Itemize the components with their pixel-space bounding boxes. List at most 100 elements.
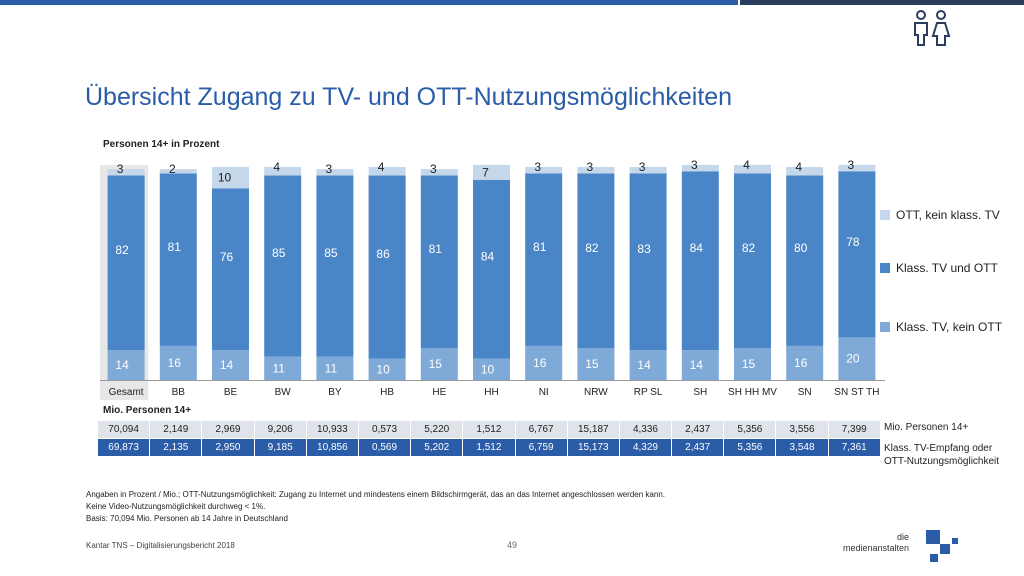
x-tick-label-5: HB	[380, 387, 394, 398]
table-cell-access-2: 2,950	[201, 438, 255, 457]
legend-swatch-tv-only	[880, 322, 890, 332]
data-label-tv-ott-11: 84	[690, 241, 704, 255]
x-tick-label-8: NI	[539, 387, 549, 398]
bar-ott-5	[368, 167, 406, 176]
data-label-tv-ott-8: 81	[533, 240, 547, 254]
table-cell-access-4: 10,856	[305, 438, 359, 457]
medienanstalten-logo	[926, 530, 966, 564]
table-cell-persons-6: 5,220	[410, 420, 464, 439]
data-label-tv-ott-1: 81	[168, 240, 182, 254]
data-label-tv-only-8: 16	[533, 356, 547, 370]
table-cell-persons-14: 7,399	[827, 420, 881, 439]
bar-ott-8	[525, 167, 563, 174]
data-label-ott-12: 4	[743, 158, 750, 172]
table-cell-access-7: 1,512	[462, 438, 516, 457]
bar-ott-2	[212, 167, 249, 189]
data-label-tv-only-14: 20	[846, 352, 860, 366]
table-row-label-access-line2: OTT-Nutzungsmöglichkeit	[884, 456, 1000, 467]
table-row-persons: 70,094 2,149 2,969 9,206 10,933 0,573 5,220 1,5…	[96, 420, 881, 439]
page-number: 49	[507, 540, 518, 550]
table-cell-access-9: 15,173	[566, 438, 620, 457]
x-tick-label-4: BY	[328, 387, 342, 398]
data-label-ott-4: 3	[326, 162, 333, 176]
footnote-3: Basis: 70,094 Mio. Personen ab 14 Jahre …	[86, 514, 288, 523]
page-title: Übersicht Zugang zu TV- und OTT-Nutzungs…	[85, 83, 733, 111]
table-cell-access-0: 69,873	[96, 438, 151, 457]
bar-tv-only-5	[368, 358, 406, 380]
legend-swatch-tv-ott	[880, 263, 890, 273]
x-tick-label-0: Gesamt	[109, 387, 144, 398]
data-label-tv-only-10: 14	[637, 358, 651, 372]
footer-source: Kantar TNS – Digitalisierungsbericht 201…	[86, 541, 235, 550]
bar-tv-only-14	[838, 337, 876, 380]
data-label-tv-ott-10: 83	[637, 242, 651, 256]
data-label-ott-11: 3	[691, 158, 698, 172]
bar-ott-0	[107, 169, 145, 176]
x-tick-label-6: HE	[432, 387, 446, 398]
stacked-bar-chart: 14 82 3 Gesamt 16 81 2 BB 14 76 10 BE 11 85 4 BW 11 85 3 BY…	[100, 158, 885, 400]
x-tick-label-10: RP SL	[634, 387, 663, 398]
brand-line-1: die	[897, 532, 910, 542]
bar-ott-12	[734, 164, 771, 174]
data-label-ott-3: 4	[273, 160, 280, 174]
table-cell-persons-2: 2,969	[201, 420, 255, 439]
chart-subtitle: Personen 14+ in Prozent	[103, 139, 220, 150]
x-tick-label-13: SN	[798, 387, 812, 398]
x-tick-label-3: BW	[275, 387, 292, 398]
bar-tv-ott-3	[264, 175, 302, 357]
bar-tv-only-11	[681, 350, 719, 380]
data-label-tv-only-1: 16	[168, 356, 182, 370]
table-cell-persons-11: 2,437	[671, 420, 725, 439]
data-label-ott-6: 3	[430, 162, 437, 176]
table-cell-access-3: 9,185	[253, 438, 307, 457]
bar-tv-ott-11	[681, 171, 719, 351]
data-label-tv-ott-14: 78	[846, 235, 860, 249]
table-cell-access-10: 4,329	[618, 438, 673, 457]
bar-tv-only-6	[420, 348, 458, 380]
table-cell-access-1: 2,135	[149, 438, 203, 457]
data-label-tv-only-6: 15	[429, 357, 443, 371]
x-tick-label-14: SN ST TH	[834, 387, 879, 398]
footnote-2: Keine Video-Nutzungsmöglichkeit durchweg…	[86, 502, 266, 511]
legend-item-ott: OTT, kein klass. TV	[880, 208, 1000, 222]
table-cell-access-5: 0,569	[357, 438, 412, 457]
legend-item-tv-ott: Klass. TV und OTT	[880, 261, 998, 275]
x-tick-label-9: NRW	[584, 387, 608, 398]
data-label-tv-only-3: 11	[272, 361, 285, 375]
table-cell-persons-5: 0,573	[357, 420, 412, 439]
brand-name: die medienanstalten	[843, 532, 909, 554]
bar-tv-only-10	[629, 350, 667, 380]
data-label-ott-0: 3	[117, 162, 124, 176]
data-label-ott-1: 2	[169, 162, 176, 176]
bar-tv-only-8	[525, 345, 563, 380]
bar-ott-3	[264, 167, 302, 176]
legend-label-tv-ott: Klass. TV und OTT	[896, 261, 998, 275]
data-label-ott-9: 3	[587, 160, 594, 174]
table-cell-access-11: 2,437	[671, 438, 725, 457]
data-label-ott-14: 3	[848, 158, 855, 172]
table-cell-access-6: 5,202	[410, 438, 464, 457]
bar-tv-ott-10	[629, 173, 667, 351]
bar-tv-only-12	[734, 348, 771, 380]
data-label-tv-ott-12: 82	[742, 241, 756, 255]
data-label-tv-only-7: 10	[481, 362, 495, 376]
x-tick-label-11: SH	[693, 387, 707, 398]
bar-tv-ott-6	[420, 175, 458, 349]
data-label-tv-ott-6: 81	[429, 242, 443, 256]
bar-tv-ott-9	[577, 173, 615, 349]
bar-tv-only-7	[473, 358, 510, 380]
data-label-tv-ott-5: 86	[376, 247, 390, 261]
bar-tv-ott-2	[212, 188, 249, 351]
table-cell-persons-9: 15,187	[566, 420, 620, 439]
data-label-tv-ott-7: 84	[481, 249, 495, 263]
bar-tv-only-9	[577, 348, 615, 380]
table-cell-access-8: 6,759	[514, 438, 568, 457]
data-label-tv-only-2: 14	[220, 358, 234, 372]
legend-swatch-ott	[880, 210, 890, 220]
bar-tv-only-4	[316, 356, 354, 380]
bar-tv-ott-14	[838, 171, 876, 338]
legend-label-ott: OTT, kein klass. TV	[896, 208, 1000, 222]
data-label-ott-2: 10	[218, 171, 232, 185]
data-label-tv-ott-4: 85	[324, 246, 338, 260]
table-row-label-persons: Mio. Personen 14+	[884, 422, 969, 433]
